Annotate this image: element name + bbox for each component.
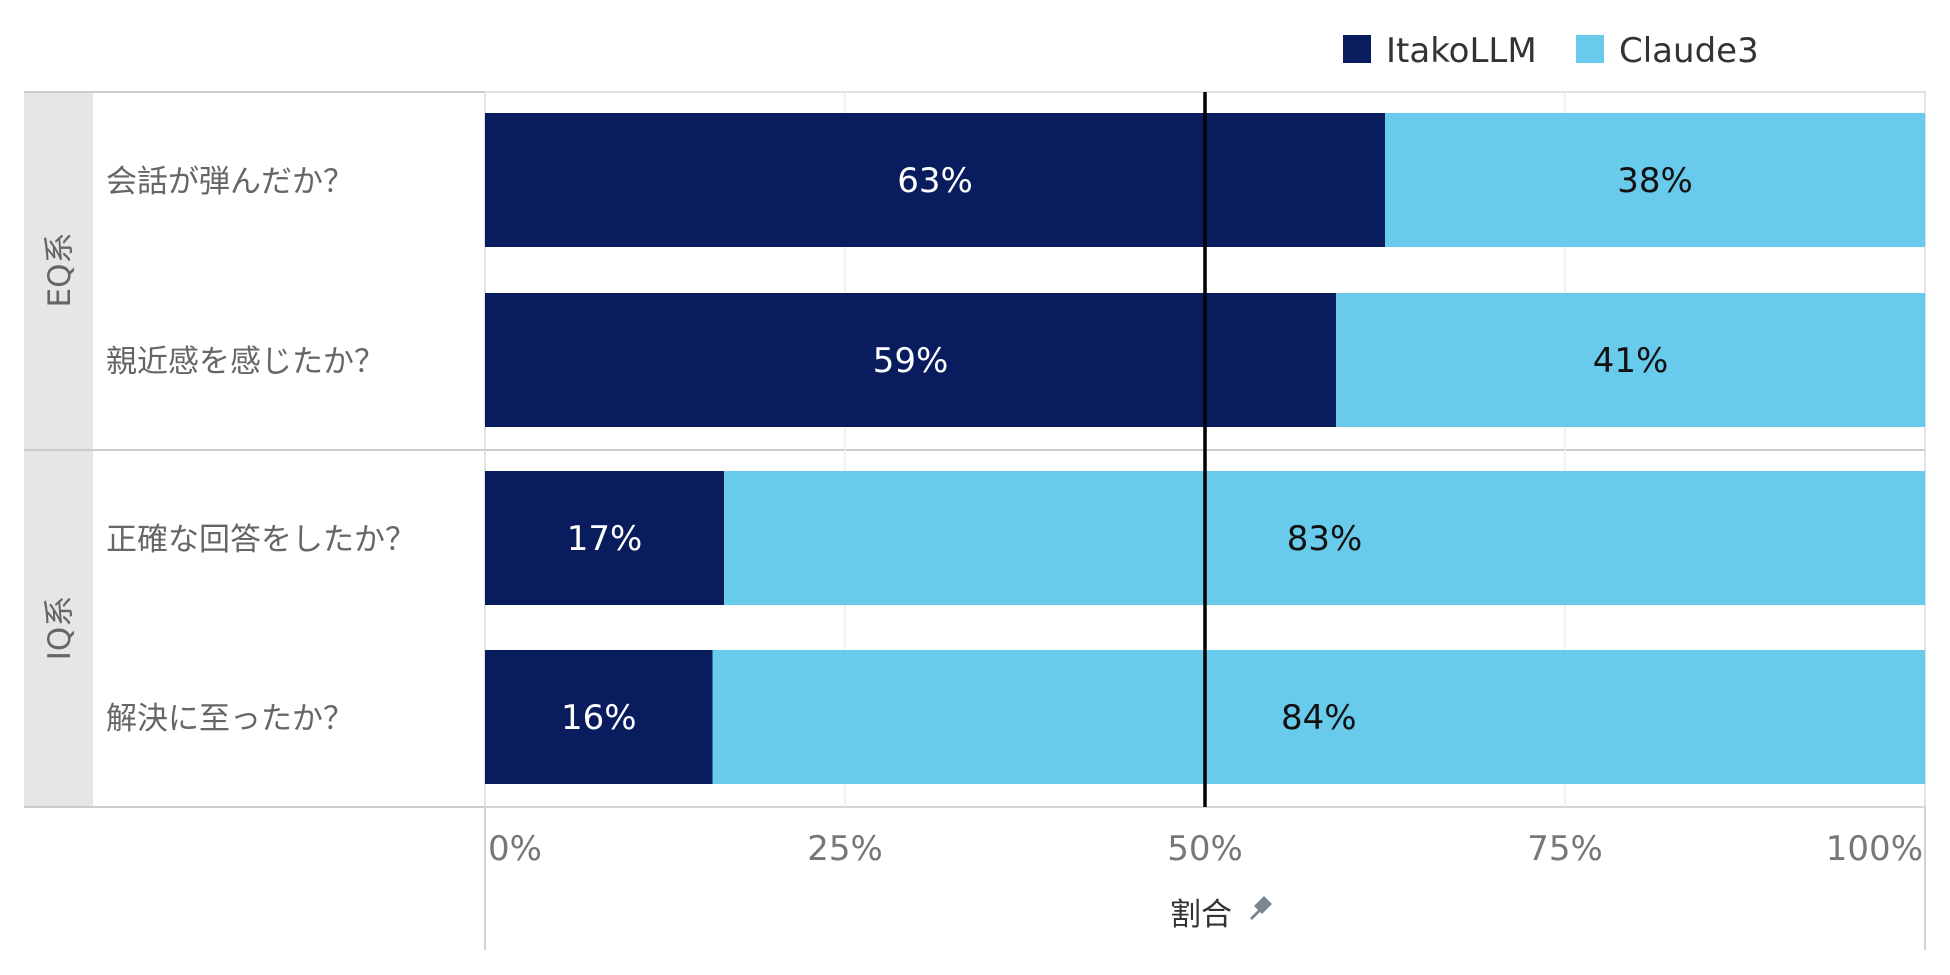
group-label-iq: IQ系	[42, 596, 78, 661]
x-tick-label-0: 0%	[488, 829, 542, 869]
data-label-claude3-1: 38%	[1617, 161, 1693, 201]
x-tick-label-2: 50%	[1167, 829, 1243, 869]
data-label-itakollm-1: 63%	[897, 161, 973, 201]
group-header-iq	[24, 451, 93, 807]
bar-itakollm-4	[485, 650, 713, 784]
legend: ItakoLLM Claude3	[1343, 31, 1759, 71]
bar-itakollm-2	[485, 293, 1337, 427]
x-tick-label-1: 25%	[807, 829, 883, 869]
row-header-panel: EQ系 IQ系 会話が弾んだか？ 親近感を感じたか？ 正確な回答をしたか？ 解決…	[24, 91, 1925, 808]
bars	[485, 113, 1925, 784]
data-label-claude3-3: 83%	[1287, 519, 1363, 559]
legend-label-claude3: Claude3	[1619, 31, 1759, 71]
data-label-claude3-2: 41%	[1593, 341, 1669, 381]
bar-claude3-3	[724, 471, 1925, 605]
bar-claude3-2	[1336, 293, 1925, 427]
data-label-itakollm-4: 16%	[561, 698, 637, 738]
legend-swatch-itakollm	[1343, 35, 1371, 63]
data-label-claude3-4: 84%	[1281, 698, 1357, 738]
group-header-eq	[24, 92, 93, 449]
x-axis-ticks: 0% 25% 50% 75% 100%	[488, 829, 1923, 869]
row-label-2: 親近感を感じたか？	[106, 344, 385, 380]
group-label-eq: EQ系	[42, 233, 78, 308]
data-label-itakollm-3: 17%	[567, 519, 643, 559]
bar-claude3-4	[712, 650, 1925, 784]
pin-icon[interactable]	[1250, 896, 1272, 920]
row-label-1: 会話が弾んだか？	[106, 164, 354, 200]
data-labels: 63% 38% 59% 41% 17% 83% 16% 84%	[561, 161, 1693, 738]
bar-claude3-1	[1385, 113, 1925, 247]
bar-itakollm-1	[485, 113, 1385, 247]
x-axis-title: 割合	[1170, 897, 1232, 933]
legend-label-itakollm: ItakoLLM	[1386, 31, 1537, 71]
x-tick-label-4: 100%	[1826, 829, 1923, 869]
legend-swatch-claude3	[1576, 35, 1604, 63]
row-label-4: 解決に至ったか？	[106, 701, 354, 737]
row-label-3: 正確な回答をしたか？	[106, 522, 416, 558]
bar-itakollm-3	[485, 471, 725, 605]
data-label-itakollm-2: 59%	[873, 341, 949, 381]
x-tick-label-3: 75%	[1527, 829, 1603, 869]
